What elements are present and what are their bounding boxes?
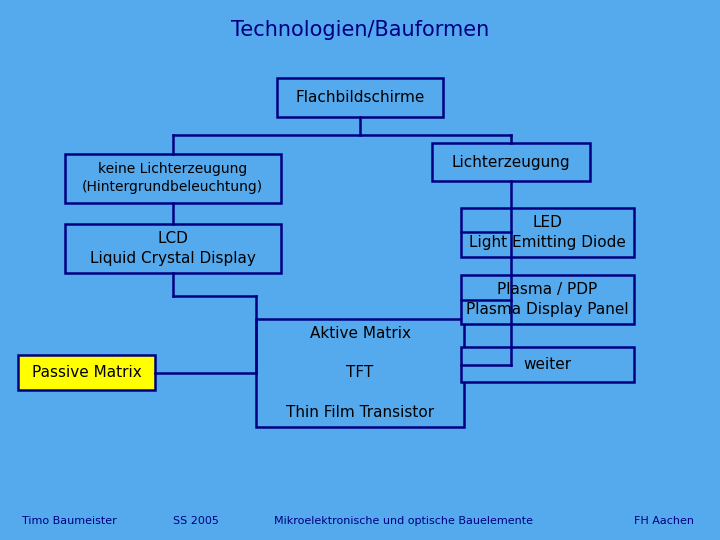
Text: Passive Matrix: Passive Matrix xyxy=(32,365,141,380)
Text: Flachbildschirme: Flachbildschirme xyxy=(295,90,425,105)
Text: Timo Baumeister: Timo Baumeister xyxy=(22,516,117,526)
FancyBboxPatch shape xyxy=(256,319,464,427)
Text: keine Lichterzeugung
(Hintergrundbeleuchtung): keine Lichterzeugung (Hintergrundbeleuch… xyxy=(82,162,264,194)
FancyBboxPatch shape xyxy=(65,154,281,202)
Text: Lichterzeugung: Lichterzeugung xyxy=(452,154,570,170)
Text: LED
Light Emitting Diode: LED Light Emitting Diode xyxy=(469,215,626,249)
FancyBboxPatch shape xyxy=(65,224,281,273)
FancyBboxPatch shape xyxy=(461,275,634,324)
FancyBboxPatch shape xyxy=(432,143,590,181)
Text: LCD
Liquid Crystal Display: LCD Liquid Crystal Display xyxy=(90,231,256,266)
Text: SS 2005: SS 2005 xyxy=(173,516,219,526)
FancyBboxPatch shape xyxy=(461,347,634,382)
Text: FH Aachen: FH Aachen xyxy=(634,516,693,526)
Text: weiter: weiter xyxy=(523,357,571,372)
Text: Plasma / PDP
Plasma Display Panel: Plasma / PDP Plasma Display Panel xyxy=(466,282,629,317)
Text: Mikroelektronische und optische Bauelemente: Mikroelektronische und optische Baueleme… xyxy=(274,516,533,526)
FancyBboxPatch shape xyxy=(18,355,155,390)
Text: Aktive Matrix

TFT

Thin Film Transistor: Aktive Matrix TFT Thin Film Transistor xyxy=(286,326,434,420)
FancyBboxPatch shape xyxy=(277,78,443,117)
FancyBboxPatch shape xyxy=(461,208,634,256)
Text: Technologien/Bauformen: Technologien/Bauformen xyxy=(231,19,489,40)
